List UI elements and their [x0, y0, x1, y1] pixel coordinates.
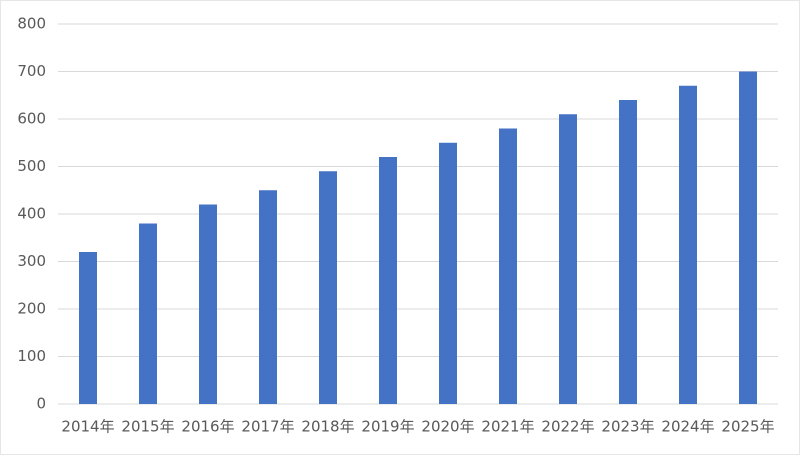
y-tick-label: 100 [17, 347, 46, 365]
x-tick-label: 2025年 [721, 418, 774, 436]
x-tick-label: 2016年 [181, 418, 234, 436]
bar [559, 114, 577, 404]
bar [439, 142, 457, 404]
y-tick-label: 500 [17, 157, 46, 175]
bar [499, 128, 517, 404]
x-tick-label: 2015年 [121, 418, 174, 436]
bar [619, 100, 637, 404]
y-tick-label: 300 [17, 252, 46, 270]
bar [199, 204, 217, 404]
x-tick-label: 2021年 [481, 418, 534, 436]
y-tick-label: 0 [36, 395, 46, 413]
bar [139, 223, 157, 404]
y-tick-label: 200 [17, 300, 46, 318]
bar [319, 171, 337, 404]
bar [739, 71, 757, 404]
bar [679, 85, 697, 404]
x-tick-label: 2024年 [661, 418, 714, 436]
x-tick-label: 2023年 [601, 418, 654, 436]
x-tick-label: 2017年 [241, 418, 294, 436]
bar [379, 157, 397, 404]
y-tick-label: 800 [17, 15, 46, 33]
x-tick-label: 2014年 [61, 418, 114, 436]
bar [259, 190, 277, 404]
x-tick-label: 2018年 [301, 418, 354, 436]
y-tick-label: 700 [17, 62, 46, 80]
bar [79, 252, 97, 404]
x-tick-label: 2020年 [421, 418, 474, 436]
x-tick-label: 2022年 [541, 418, 594, 436]
x-tick-label: 2019年 [361, 418, 414, 436]
y-tick-label: 600 [17, 110, 46, 128]
y-tick-label: 400 [17, 205, 46, 223]
